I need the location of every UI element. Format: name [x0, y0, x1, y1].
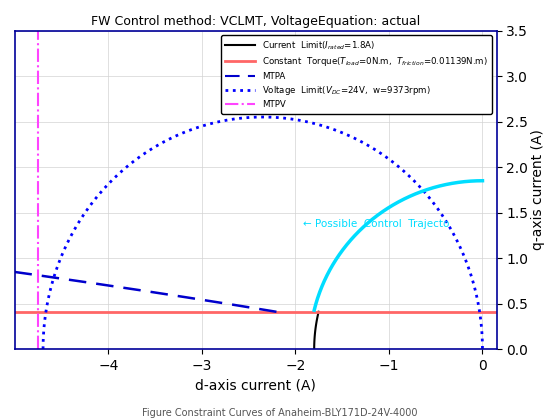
MTPA: [273, 309, 280, 314]
Voltage  Limit($V_{DC}$=24V,  w=9373rpm): [289, 117, 296, 122]
Constant  Torque($T_{load}$=0N.m,  $T_{friction}$=0.01139N.m): [291, 309, 297, 314]
Voltage  Limit($V_{DC}$=24V,  w=9373rpm): [479, 331, 486, 336]
Current  Limit($I_{rated}$=1.8A): [315, 311, 321, 316]
Voltage  Limit($V_{DC}$=24V,  w=9373rpm): [246, 115, 253, 120]
Current  Limit($I_{rated}$=1.8A): [311, 339, 318, 344]
Constant  Torque($T_{load}$=0N.m,  $T_{friction}$=0.01139N.m): [289, 309, 296, 314]
MTPA: [269, 309, 276, 314]
Voltage  Limit($V_{DC}$=24V,  w=9373rpm): [242, 115, 249, 120]
Current  Limit($I_{rated}$=1.8A): [311, 346, 318, 352]
Current  Limit($I_{rated}$=1.8A): [312, 327, 319, 332]
Y-axis label: q-axis current (A): q-axis current (A): [531, 129, 545, 250]
MTPV: [35, 151, 42, 156]
MTPV: [35, 178, 42, 183]
Constant  Torque($T_{load}$=0N.m,  $T_{friction}$=0.01139N.m): [0, 309, 1, 314]
MTPV: [35, 45, 42, 50]
Text: Figure Constraint Curves of Anaheim-BLY171D-24V-4000: Figure Constraint Curves of Anaheim-BLY1…: [142, 408, 418, 418]
MTPV: [35, 346, 42, 352]
Voltage  Limit($V_{DC}$=24V,  w=9373rpm): [479, 346, 486, 352]
Constant  Torque($T_{load}$=0N.m,  $T_{friction}$=0.01139N.m): [414, 309, 421, 314]
Current  Limit($I_{rated}$=1.8A): [315, 309, 322, 314]
Title: FW Control method: VCLMT, VoltageEquation: actual: FW Control method: VCLMT, VoltageEquatio…: [91, 15, 421, 28]
X-axis label: d-axis current (A): d-axis current (A): [195, 378, 316, 392]
Line: MTPA: MTPA: [0, 117, 277, 312]
Constant  Torque($T_{load}$=0N.m,  $T_{friction}$=0.01139N.m): [493, 309, 500, 314]
Voltage  Limit($V_{DC}$=24V,  w=9373rpm): [446, 223, 452, 228]
Voltage  Limit($V_{DC}$=24V,  w=9373rpm): [259, 115, 265, 120]
Current  Limit($I_{rated}$=1.8A): [315, 312, 321, 317]
MTPV: [35, 284, 42, 289]
Text: ← Possible  Control  Trajecto: ← Possible Control Trajecto: [304, 218, 450, 228]
MTPV: [35, 35, 42, 40]
MTPV: [35, 19, 42, 24]
Current  Limit($I_{rated}$=1.8A): [312, 324, 319, 329]
MTPV: [35, 270, 42, 276]
Voltage  Limit($V_{DC}$=24V,  w=9373rpm): [40, 346, 46, 352]
Constant  Torque($T_{load}$=0N.m,  $T_{friction}$=0.01139N.m): [446, 309, 453, 314]
Line: Current  Limit($I_{rated}$=1.8A): Current Limit($I_{rated}$=1.8A): [314, 312, 319, 349]
Legend: Current  Limit($I_{rated}$=1.8A), Constant  Torque($T_{load}$=0N.m,  $T_{frictio: Current Limit($I_{rated}$=1.8A), Constan…: [221, 35, 492, 114]
Constant  Torque($T_{load}$=0N.m,  $T_{friction}$=0.01139N.m): [299, 309, 306, 314]
Voltage  Limit($V_{DC}$=24V,  w=9373rpm): [325, 125, 332, 130]
Current  Limit($I_{rated}$=1.8A): [311, 338, 318, 343]
Line: Voltage  Limit($V_{DC}$=24V,  w=9373rpm): Voltage Limit($V_{DC}$=24V, w=9373rpm): [43, 117, 483, 349]
